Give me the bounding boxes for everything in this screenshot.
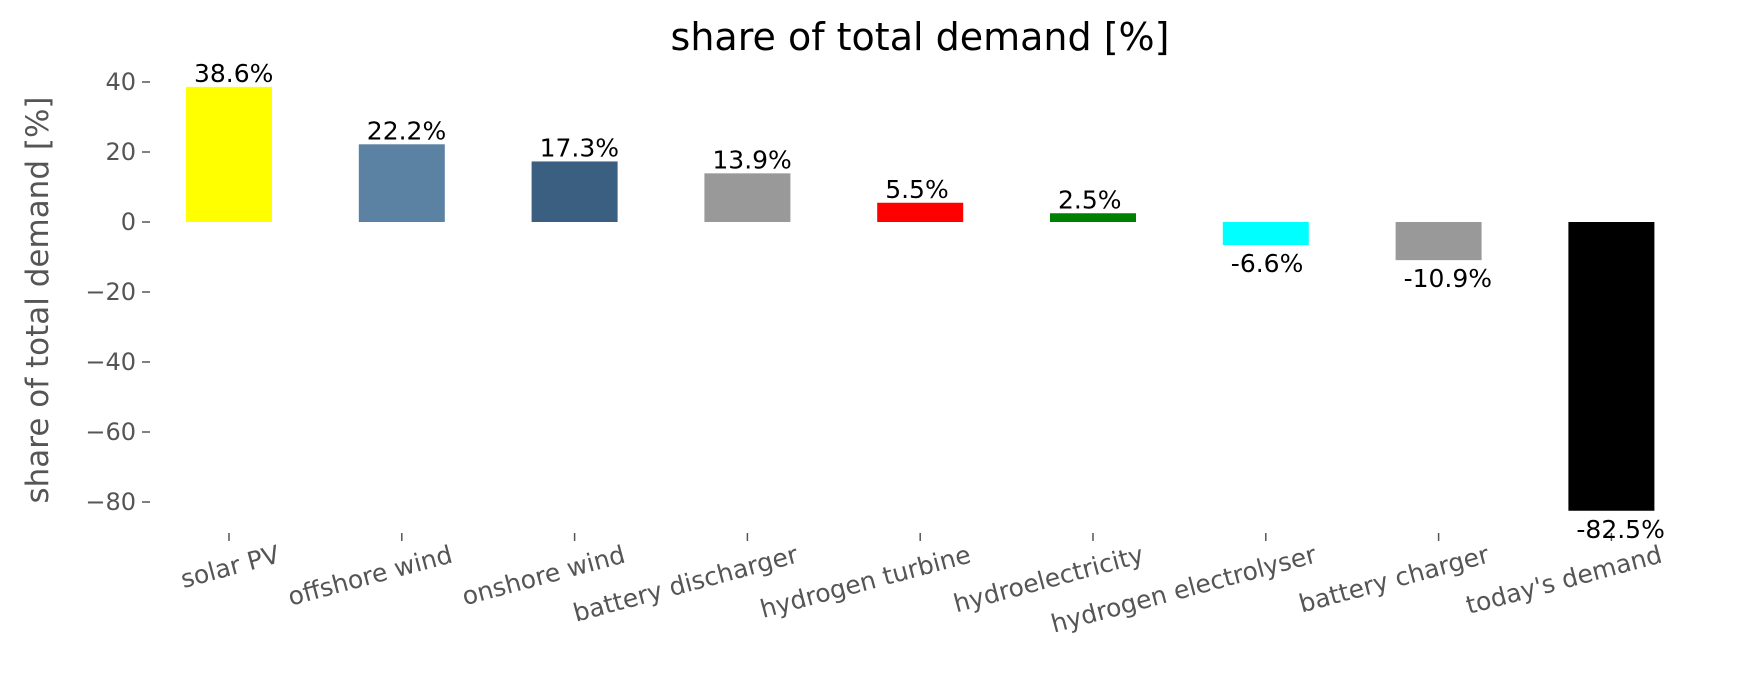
bar	[877, 202, 964, 222]
data-label: -6.6%	[1231, 249, 1304, 278]
bars	[186, 86, 1655, 511]
data-label: 17.3%	[540, 133, 619, 162]
bar	[186, 86, 272, 223]
y-tick-label: −80	[85, 488, 136, 516]
data-label: -10.9%	[1404, 264, 1492, 293]
bar	[704, 173, 791, 222]
y-axis: 40 20 0 −20 −40 −60 −80	[85, 68, 150, 516]
y-tick-label: 0	[121, 208, 136, 236]
y-tick-label: 40	[105, 68, 136, 96]
x-tick-label: solar PV	[177, 540, 282, 594]
x-axis: solar PV offshore wind onshore windbattery…	[177, 533, 1665, 639]
chart-title: share of total demand [%]	[671, 15, 1170, 59]
data-label: 38.6%	[194, 59, 273, 88]
x-tick-label: today's demand	[1463, 540, 1665, 620]
data-labels: 38.6% 22.2% 17.3% 13.9% 5.5% 2.5% -6.6% -10.9% -…	[194, 59, 1665, 544]
y-tick-label: −20	[85, 278, 136, 306]
data-label: -82.5%	[1576, 515, 1664, 544]
y-tick-label: 20	[105, 138, 136, 166]
bar	[1395, 222, 1482, 261]
bar	[358, 144, 445, 222]
data-label: 22.2%	[367, 116, 446, 145]
bar	[531, 161, 618, 222]
bar	[1050, 213, 1136, 222]
x-tick-label: offshore wind	[285, 540, 456, 612]
y-tick-label: −60	[85, 418, 136, 446]
bar	[1568, 222, 1655, 511]
data-label: 13.9%	[712, 145, 791, 174]
data-label: 5.5%	[885, 175, 949, 204]
bar	[1222, 222, 1309, 246]
data-label: 2.5%	[1058, 185, 1122, 214]
x-tick-label: battery charger	[1296, 540, 1493, 619]
y-axis-label: share of total demand [%]	[20, 96, 56, 503]
y-tick-label: −40	[85, 348, 136, 376]
